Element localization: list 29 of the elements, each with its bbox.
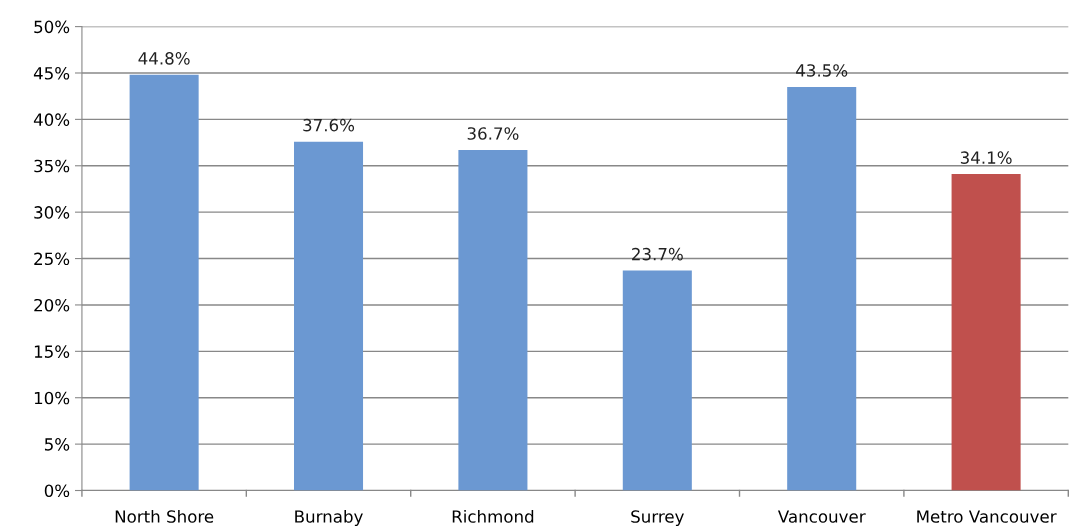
- bar: [129, 74, 199, 491]
- data-label: 43.5%: [796, 64, 848, 77]
- bar: [294, 141, 364, 491]
- data-label: 36.7%: [467, 127, 519, 140]
- data-label: 37.6%: [303, 118, 355, 132]
- y-tick-label: 50%: [34, 20, 70, 34]
- x-tick-label: Richmond: [452, 509, 534, 523]
- y-tick-label: 25%: [34, 252, 70, 266]
- y-tick-label: 45%: [33, 66, 70, 80]
- bar: [787, 86, 857, 491]
- bar: [951, 174, 1021, 491]
- y-tick-label: 5%: [44, 438, 70, 451]
- y-tick-label: 15%: [34, 345, 70, 358]
- y-tick-label: 30%: [34, 206, 70, 219]
- x-tick-label: Surrey: [631, 510, 684, 527]
- data-label: 44.8%: [138, 52, 190, 65]
- y-tick-label: 10%: [34, 391, 70, 405]
- x-tick-label: Burnaby: [295, 509, 363, 527]
- x-tick-label: Metro Vancouver: [917, 510, 1057, 523]
- y-tick-label: 35%: [34, 159, 70, 173]
- bar: [622, 270, 692, 491]
- y-tick-label: 0%: [44, 484, 70, 498]
- y-tick-label: 20%: [34, 298, 70, 312]
- bar: [458, 150, 528, 491]
- data-label: 34.1%: [960, 151, 1012, 164]
- y-tick-label: 40%: [33, 113, 70, 126]
- x-tick-label: Vancouver: [777, 510, 866, 523]
- data-label: 23.7%: [632, 247, 683, 261]
- x-tick-label: North Shore: [115, 509, 214, 523]
